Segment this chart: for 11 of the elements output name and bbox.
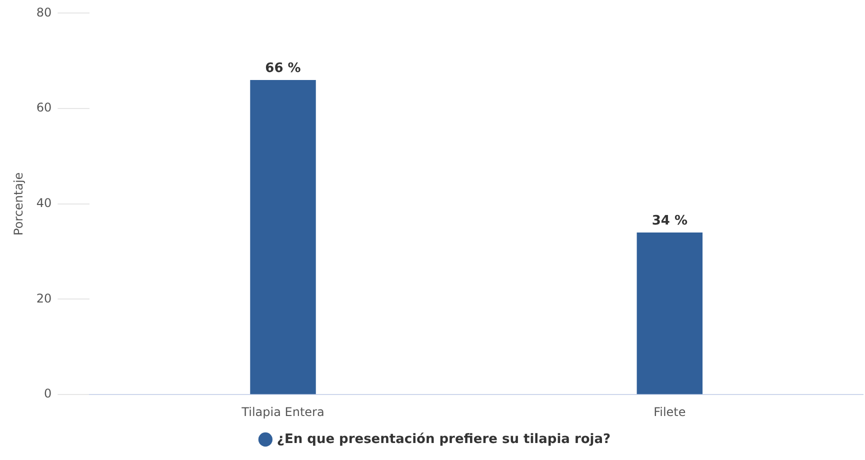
data-label: 34 % (652, 213, 688, 228)
y-axis-title: Porcentaje (11, 172, 26, 236)
data-label: 66 % (265, 60, 301, 76)
y-tick-label: 60 (36, 100, 52, 115)
y-tick-label: 40 (36, 196, 52, 210)
x-tick-label: Filete (654, 404, 686, 419)
x-tick-label: Tilapia Entera (240, 404, 324, 419)
y-tick-label: 80 (36, 5, 52, 20)
y-tick-label: 0 (44, 386, 52, 401)
legend-label: ¿En que presentación prefiere su tilapia roja? (276, 432, 611, 447)
y-tick-label: 20 (36, 291, 52, 306)
